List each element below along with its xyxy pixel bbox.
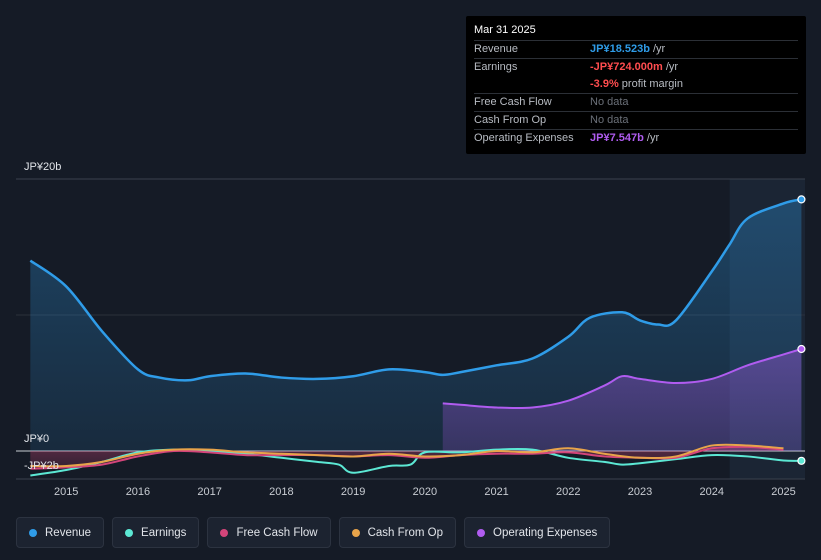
legend-label: Free Cash Flow (236, 526, 318, 539)
tooltip-label: Earnings (474, 61, 518, 73)
revenue-line (29, 198, 802, 382)
tooltip-suffix: /yr (649, 43, 666, 55)
legend-label: Cash From Op (367, 526, 444, 539)
tooltip-label: Free Cash Flow (474, 96, 552, 108)
operating-expenses-line (442, 348, 802, 410)
legend-dot-icon (351, 528, 360, 537)
x-tick-label: 2024 (700, 486, 724, 498)
tooltip-value: No data (590, 114, 629, 126)
x-tick-label: 2025 (771, 486, 795, 498)
revenue-end-marker (797, 195, 806, 204)
tooltip-label (474, 76, 590, 93)
legend-dot-icon (29, 528, 37, 537)
tooltip-value: No data (590, 96, 629, 108)
legend-dot-icon (477, 528, 486, 537)
tooltip-value: JP¥7.547b (590, 132, 644, 144)
legend-label: Operating Expenses (493, 526, 598, 539)
tooltip-label: Revenue (474, 43, 519, 55)
legend-label: Earnings (141, 526, 187, 539)
tooltip-value: -3.9% (590, 78, 619, 90)
tooltip-value: -JP¥724.000m (590, 61, 663, 73)
tooltip-date: Mar 31 2025 (474, 24, 536, 36)
legend-item-revenue[interactable]: Revenue (16, 517, 105, 548)
y-tick-label: JP¥0 (24, 433, 49, 445)
x-tick-label: 2015 (54, 486, 78, 498)
tooltip-row-free-cash-flow: Free Cash Flow No data (474, 93, 798, 111)
legend-item-cash-from-op[interactable]: Cash From Op (338, 517, 457, 548)
legend-item-earnings[interactable]: Earnings (112, 517, 200, 548)
tooltip-suffix: /yr (643, 132, 660, 144)
x-tick-label: 2021 (484, 486, 508, 498)
legend-dot-icon (125, 528, 134, 537)
x-tick-label: 2016 (126, 486, 150, 498)
legend-label: Revenue (45, 526, 92, 539)
financial-chart: 2015 2016 2017 2018 2019 2020 2021 2022 2023 2024… (16, 161, 806, 498)
series-lines (29, 198, 802, 477)
data-tooltip: Mar 31 2025 Revenue JP¥18.523b /yr Earni… (466, 16, 806, 154)
x-tick-label: 2019 (341, 486, 365, 498)
tooltip-row-revenue: Revenue JP¥18.523b /yr (474, 40, 798, 58)
y-tick-label: JP¥20b (24, 161, 61, 173)
x-tick-label: 2020 (413, 486, 437, 498)
chart-legend: Revenue Earnings Free Cash Flow Cash Fro… (16, 517, 611, 548)
tooltip-row-earnings: Earnings -JP¥724.000m /yr (474, 58, 798, 76)
y-axis-ticks: JP¥20b JP¥0 -JP¥2b (24, 161, 61, 472)
tooltip-suffix: profit margin (618, 78, 683, 90)
tooltip-suffix: /yr (662, 61, 679, 73)
series-end-markers (797, 195, 806, 465)
series-areas (30, 199, 802, 469)
x-axis-ticks: 2015 2016 2017 2018 2019 2020 2021 2022 2023 2024… (54, 486, 796, 498)
x-tick-label: 2018 (269, 486, 293, 498)
earnings-end-marker (797, 456, 806, 465)
tooltip-row-profit-margin: -3.9% profit margin (474, 76, 798, 93)
tooltip-row-operating-expenses: Operating Expenses JP¥7.547b /yr (474, 129, 798, 147)
legend-item-operating-expenses[interactable]: Operating Expenses (464, 517, 611, 548)
tooltip-value: JP¥18.523b (590, 43, 650, 55)
legend-dot-icon (220, 528, 229, 537)
tooltip-row-cash-from-op: Cash From Op No data (474, 111, 798, 129)
tooltip-label: Cash From Op (474, 114, 547, 126)
x-tick-label: 2017 (197, 486, 221, 498)
x-tick-label: 2023 (628, 486, 652, 498)
x-tick-label: 2022 (556, 486, 580, 498)
legend-item-free-cash-flow[interactable]: Free Cash Flow (207, 517, 331, 548)
tooltip-label: Operating Expenses (474, 132, 574, 144)
cash-from-op-line (30, 443, 784, 468)
y-tick-label: -JP¥2b (24, 460, 59, 472)
operating-expenses-area (442, 349, 802, 451)
operating-expenses-end-marker (797, 344, 806, 354)
